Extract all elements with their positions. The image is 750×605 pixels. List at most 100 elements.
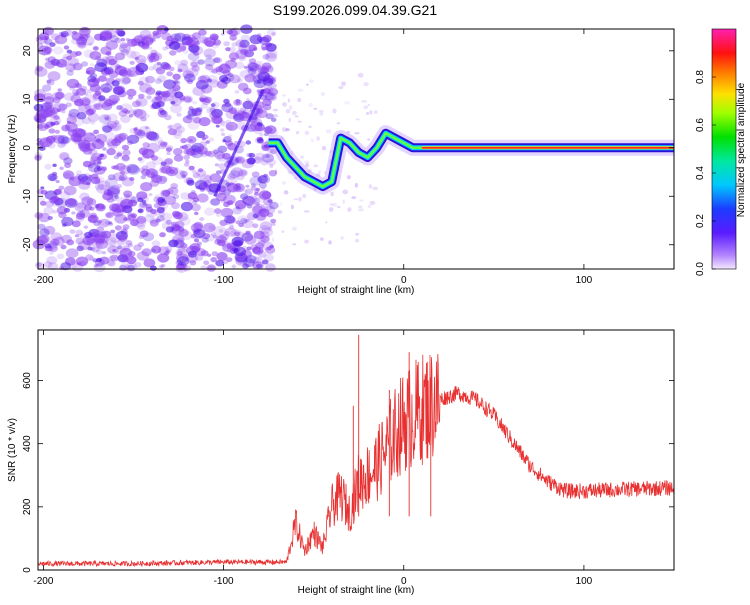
spectrogram-speckle xyxy=(92,159,103,167)
spectrogram-speckle xyxy=(369,200,376,206)
spectrogram-speckle xyxy=(157,196,166,203)
spectrogram-speckle xyxy=(237,215,249,225)
spectrogram-speckle xyxy=(34,212,44,219)
spectrogram-speckle xyxy=(157,75,167,83)
spectrogram-speckle xyxy=(114,78,121,83)
spectrogram-speckle xyxy=(257,251,267,258)
spectrogram-speckle xyxy=(229,34,237,41)
spectrogram-speckle xyxy=(141,165,149,171)
spectrogram-speckle xyxy=(126,256,137,265)
spectrogram-speckle xyxy=(254,189,260,193)
spectrogram-speckle xyxy=(129,109,137,116)
spectrogram-speckle xyxy=(66,198,77,206)
spectrogram-speckle xyxy=(83,173,92,180)
spectrogram-speckle xyxy=(242,87,252,95)
spectrogram-speckle xyxy=(49,251,54,255)
spectrogram-speckle xyxy=(52,114,60,121)
spectrogram-speckle xyxy=(176,112,182,117)
spectrogram-speckle xyxy=(267,199,273,204)
spectrogram-speckle xyxy=(76,39,87,48)
spectrogram-speckle xyxy=(240,170,247,176)
spectrogram-speckle xyxy=(56,253,65,260)
spectrogram-speckle xyxy=(58,185,65,190)
spectrogram-speckle xyxy=(261,153,274,163)
spectrogram-speckle xyxy=(180,192,190,200)
spectrogram-speckle xyxy=(112,99,119,105)
spectrogram-speckle xyxy=(164,114,172,121)
spectrogram-speckle xyxy=(113,85,126,95)
spectrogram-speckle xyxy=(71,211,76,215)
spectrogram-speckle xyxy=(46,242,58,252)
spectrogram-speckle xyxy=(342,199,345,204)
spectrogram-speckle xyxy=(188,165,195,171)
spectrogram-speckle xyxy=(106,260,115,267)
spectrogram-y-tick-label: -10 xyxy=(22,189,33,204)
spectrogram-speckle xyxy=(75,229,83,236)
spectrogram-speckle xyxy=(153,96,166,106)
spectrogram-speckle xyxy=(48,59,56,66)
spectrogram-speckle xyxy=(69,177,75,181)
spectrogram-speckle xyxy=(120,170,126,175)
spectrogram-speckle xyxy=(43,225,56,235)
spectrogram-speckle xyxy=(303,210,310,213)
spectrogram-speckle xyxy=(41,84,52,92)
spectrogram-speckle xyxy=(191,152,197,157)
spectrogram-speckle xyxy=(68,176,82,187)
spectrogram-speckle xyxy=(137,59,147,66)
spectrogram-speckle xyxy=(254,112,259,117)
spectrogram-speckle xyxy=(126,163,139,174)
spectrogram-speckle xyxy=(238,55,246,62)
spectrogram-speckle xyxy=(54,188,63,195)
spectrogram-speckle xyxy=(178,216,191,226)
spectrogram-speckle xyxy=(256,108,264,114)
spectrogram-speckle xyxy=(94,183,105,191)
spectrogram-speckle xyxy=(90,173,99,180)
spectrogram-speckle xyxy=(290,204,294,210)
spectrogram-speckle xyxy=(198,117,211,127)
spectrogram-speckle xyxy=(256,122,261,126)
spectrogram-speckle xyxy=(109,122,122,132)
spectrogram-speckle xyxy=(123,217,128,221)
spectrogram-speckle xyxy=(130,196,140,204)
spectrogram-speckle xyxy=(223,98,230,104)
spectrogram-speckle xyxy=(236,173,245,181)
spectrogram-speckle xyxy=(306,83,309,86)
spectrogram-speckle xyxy=(44,41,51,46)
spectrogram-speckle xyxy=(202,233,210,240)
spectrogram-speckle xyxy=(228,107,237,114)
colorbar-tick-label: 0.4 xyxy=(695,166,706,180)
spectrogram-speckle xyxy=(150,265,157,271)
colorbar-tick-label: 0.2 xyxy=(695,214,706,228)
spectrogram-speckle xyxy=(196,107,203,113)
spectrogram-speckle xyxy=(61,216,74,227)
spectrogram-speckle xyxy=(150,154,155,159)
spectrogram-speckle xyxy=(217,239,226,247)
spectrogram-speckle xyxy=(252,47,258,51)
spectrogram-speckle xyxy=(71,32,83,41)
spectrogram-speckle xyxy=(81,61,89,67)
spectrogram-speckle xyxy=(112,249,117,252)
spectrogram-speckle xyxy=(88,256,95,262)
spectrogram-speckle xyxy=(60,262,72,271)
spectrogram-speckle xyxy=(69,229,76,234)
spectrogram-speckle xyxy=(189,260,197,266)
snr-y-tick-label: 600 xyxy=(22,372,33,389)
spectrogram-speckle xyxy=(152,156,163,165)
spectrogram-speckle xyxy=(122,205,133,214)
spectrogram-speckle xyxy=(182,256,189,261)
spectrogram-speckle xyxy=(108,240,118,248)
spectrogram-speckle xyxy=(84,103,93,110)
spectrogram-speckle xyxy=(174,169,188,180)
spectrogram-speckle xyxy=(234,61,245,69)
spectrogram-speckle xyxy=(255,202,260,206)
spectrogram-speckle xyxy=(151,208,161,216)
spectrogram-speckle xyxy=(211,148,223,158)
spectrogram-speckle xyxy=(199,174,212,184)
spectrogram-speckle xyxy=(137,242,145,247)
snr-panel: -200 -100 0 100 0 200 400 600 Height of straig… xyxy=(7,329,675,596)
colorbar-ticks: 0.0 0.2 0.4 0.6 0.8 xyxy=(695,70,716,276)
spectrogram-speckle xyxy=(185,148,196,156)
spectrogram-speckle xyxy=(60,30,69,38)
spectrogram-speckle xyxy=(191,190,196,194)
spectrogram-speckle xyxy=(272,108,279,112)
